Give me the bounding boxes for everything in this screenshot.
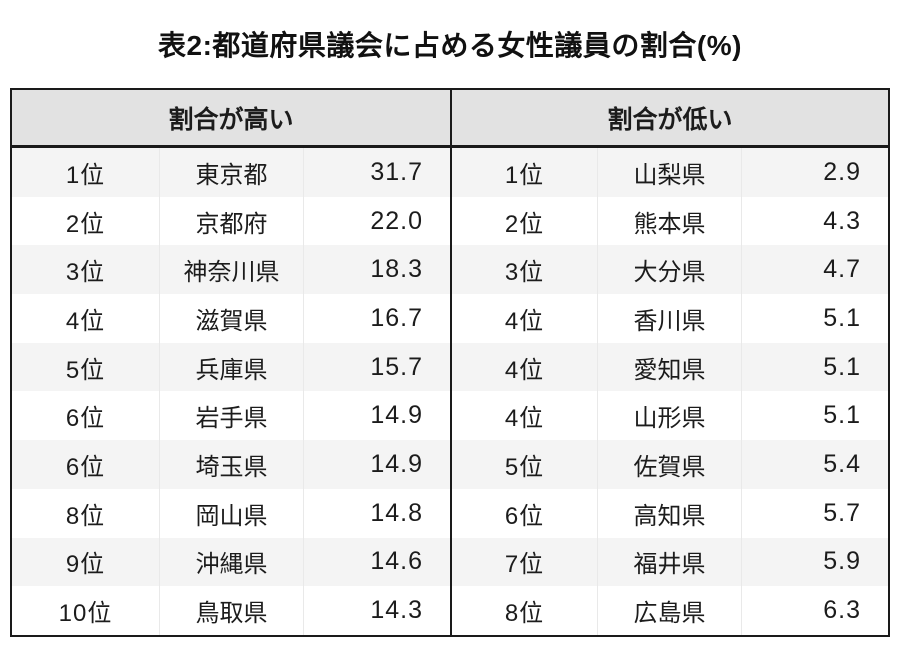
prefecture-cell: 鳥取県 [159,586,303,635]
value-cell: 5.1 [741,342,888,392]
prefecture-cell: 京都府 [159,196,303,246]
rank-cell: 6位 [65,405,106,433]
table-row: 3位 神奈川県 18.3 3位 大分県 4.7 [12,245,888,295]
value-cell: 5.4 [741,440,888,489]
rank-cell: 6位 [65,453,106,481]
value-cell: 14.9 [303,440,450,489]
value-cell: 31.7 [303,148,450,197]
prefecture-cell: 岡山県 [159,488,303,538]
rank-cell: 10位 [58,600,113,628]
prefecture-cell: 岩手県 [159,391,303,441]
prefecture-cell: 山梨県 [597,148,741,197]
rank-cell: 1位 [450,148,597,197]
ranking-table: 割合が高い 割合が低い 1位 東京都 31.7 1位 山梨県 2.9 2位 京都府 22.0 2位… [10,88,890,637]
prefecture-cell: 香川県 [597,294,741,343]
value-cell: 14.8 [303,488,450,538]
table-row: 8位 岡山県 14.8 6位 高知県 5.7 [12,488,888,538]
rank-cell: 5位 [65,356,106,384]
table-body: 1位 東京都 31.7 1位 山梨県 2.9 2位 京都府 22.0 2位 熊本県 4.3 3位 神奈川県… [12,148,888,635]
value-cell: 14.9 [303,391,450,441]
rank-cell: 8位 [450,586,597,635]
prefecture-cell: 東京都 [159,148,303,197]
prefecture-cell: 愛知県 [597,342,741,392]
table-row: 9位 沖縄県 14.6 7位 福井県 5.9 [12,537,888,587]
value-cell: 4.7 [741,245,888,295]
value-cell: 15.7 [303,342,450,392]
rank-cell: 2位 [65,210,106,238]
rank-cell: 1位 [65,161,106,189]
table-row: 6位 埼玉県 14.9 5位 佐賀県 5.4 [12,440,888,489]
table-row: 5位 兵庫県 15.7 4位 愛知県 5.1 [12,342,888,392]
prefecture-cell: 神奈川県 [159,245,303,295]
table-header-row: 割合が高い 割合が低い [12,90,888,148]
rank-cell: 2位 [450,196,597,246]
prefecture-cell: 兵庫県 [159,342,303,392]
value-cell: 18.3 [303,245,450,295]
value-cell: 14.3 [303,586,450,635]
value-cell: 5.1 [741,294,888,343]
prefecture-cell: 埼玉県 [159,440,303,489]
table-row: 2位 京都府 22.0 2位 熊本県 4.3 [12,196,888,246]
rank-cell: 4位 [450,391,597,441]
value-cell: 2.9 [741,148,888,197]
value-cell: 5.1 [741,391,888,441]
table-row: 6位 岩手県 14.9 4位 山形県 5.1 [12,391,888,441]
prefecture-cell: 沖縄県 [159,537,303,587]
table-row: 4位 滋賀県 16.7 4位 香川県 5.1 [12,294,888,343]
prefecture-cell: 山形県 [597,391,741,441]
rank-cell: 3位 [450,245,597,295]
table-row: 10位 鳥取県 14.3 8位 広島県 6.3 [12,586,888,635]
prefecture-cell: 福井県 [597,537,741,587]
header-low-percentage: 割合が低い [450,90,888,145]
prefecture-cell: 熊本県 [597,196,741,246]
rank-cell: 5位 [450,440,597,489]
value-cell: 22.0 [303,196,450,246]
prefecture-cell: 滋賀県 [159,294,303,343]
rank-cell: 3位 [65,259,106,287]
page-title: 表2:都道府県議会に占める女性議員の割合(%) [158,30,742,61]
rank-cell: 7位 [450,537,597,587]
rank-cell: 9位 [65,551,106,579]
value-cell: 14.6 [303,537,450,587]
table-row: 1位 東京都 31.7 1位 山梨県 2.9 [12,148,888,197]
value-cell: 16.7 [303,294,450,343]
header-high-percentage: 割合が高い [168,105,294,134]
prefecture-cell: 広島県 [597,586,741,635]
rank-cell: 4位 [450,342,597,392]
prefecture-cell: 大分県 [597,245,741,295]
rank-cell: 4位 [65,307,106,335]
prefecture-cell: 高知県 [597,488,741,538]
rank-cell: 8位 [65,502,106,530]
value-cell: 4.3 [741,196,888,246]
rank-cell: 4位 [450,294,597,343]
value-cell: 6.3 [741,586,888,635]
rank-cell: 6位 [450,488,597,538]
value-cell: 5.9 [741,537,888,587]
prefecture-cell: 佐賀県 [597,440,741,489]
value-cell: 5.7 [741,488,888,538]
